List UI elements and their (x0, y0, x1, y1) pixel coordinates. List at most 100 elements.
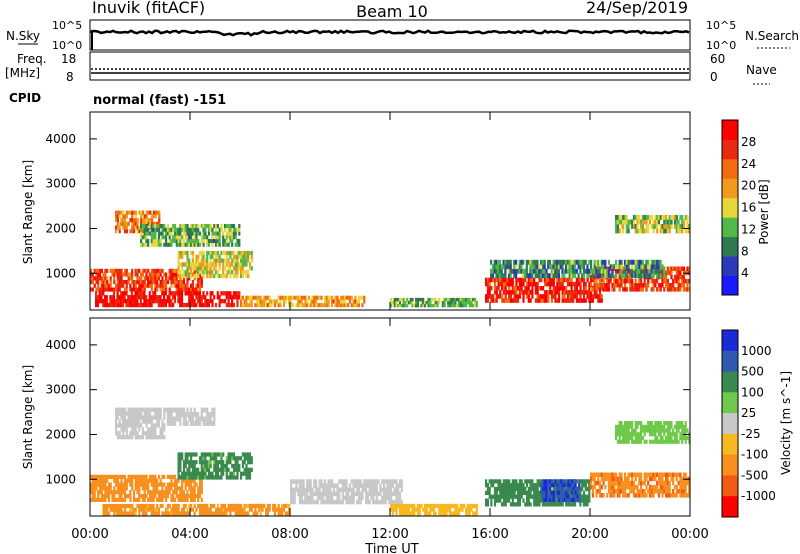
heatmap-cell (193, 494, 196, 499)
heatmap-cell (293, 499, 296, 505)
heatmap-cell (172, 416, 175, 422)
heatmap-cell (218, 231, 221, 236)
heatmap-cell (561, 483, 564, 488)
heatmap-cell (600, 493, 603, 498)
heatmap-cell (677, 228, 680, 234)
heatmap-cell (672, 432, 675, 437)
heatmap-cell (490, 286, 493, 291)
heatmap-cell (188, 287, 191, 292)
heatmap-cell (93, 482, 96, 487)
heatmap-cell (232, 452, 236, 457)
heatmap-cell (473, 303, 477, 308)
heatmap-cell (209, 463, 212, 469)
heatmap-cell (357, 491, 361, 497)
heatmap-cell (123, 272, 127, 277)
heatmap-cell (118, 276, 121, 281)
heatmap-cell (105, 302, 108, 308)
heatmap-cell (373, 479, 377, 484)
heatmap-cell (565, 497, 568, 502)
heatmap-cell (661, 439, 664, 444)
heatmap-cell (157, 423, 161, 428)
heatmap-cell (204, 452, 207, 457)
heatmap-cell (148, 231, 152, 236)
heatmap-cell (157, 231, 161, 236)
heatmap-cell (323, 487, 327, 492)
heatmap-cell (115, 407, 118, 412)
heatmap-cell (116, 299, 119, 304)
heatmap-cell (113, 268, 116, 273)
heatmap-cell (404, 511, 407, 516)
heatmap-cell (186, 235, 189, 240)
heatmap-cell (591, 268, 594, 274)
heatmap-cell (218, 295, 221, 300)
heatmap-cell (495, 479, 498, 484)
heatmap-cell (273, 511, 277, 516)
heatmap-cell (681, 278, 684, 284)
heatmap-cell (191, 283, 194, 288)
heatmap-cell (229, 227, 232, 232)
heatmap-cell (146, 299, 150, 304)
heatmap-cell (129, 431, 132, 436)
heatmap-cell (661, 472, 664, 477)
heatmap-cell (522, 483, 525, 488)
heatmap-cell (188, 242, 191, 247)
colorbar-swatch (722, 236, 738, 257)
heatmap-cell (445, 511, 448, 516)
heatmap-cell (574, 502, 577, 507)
heatmap-cell (231, 262, 234, 267)
heatmap-cell (304, 499, 307, 505)
heatmap-cell (120, 423, 123, 428)
heatmap-cell (586, 264, 589, 270)
heatmap-cell (115, 272, 118, 277)
heatmap-cell (238, 463, 241, 469)
heatmap-cell (98, 482, 102, 487)
heatmap-cell (240, 475, 243, 480)
heatmap-cell (549, 277, 552, 283)
heatmap-cell (565, 264, 568, 270)
heatmap-cell (240, 250, 243, 256)
heatmap-cell (517, 490, 520, 495)
heatmap-cell (186, 254, 189, 259)
heatmap-cell (220, 475, 223, 480)
heatmap-cell (386, 495, 389, 501)
heatmap-cell (220, 299, 223, 304)
heatmap-cell (666, 472, 669, 477)
heatmap-cell (179, 467, 182, 472)
heatmap-cell (93, 494, 96, 499)
heatmap-cell (186, 482, 189, 487)
heatmap-cell (620, 259, 623, 265)
heatmap-cell (136, 268, 139, 273)
heatmap-cell (581, 264, 584, 270)
heatmap-cell (150, 490, 153, 495)
heatmap-cell (209, 471, 212, 476)
heatmap-cell (142, 229, 145, 234)
heatmap-cell (186, 302, 189, 308)
heatmap-cell (161, 431, 164, 436)
heatmap-cell (618, 264, 621, 270)
heatmap-cell (536, 264, 539, 270)
heatmap-cell (206, 235, 209, 240)
heatmap-cell (578, 497, 581, 502)
heatmap-cell (666, 489, 669, 494)
heatmap-cell (625, 224, 628, 229)
heatmap-cell (282, 299, 286, 304)
heatmap-cell (686, 493, 689, 498)
heatmap-cell (154, 478, 157, 483)
heatmap-cell (116, 423, 119, 428)
heatmap-cell (190, 463, 193, 469)
heatmap-cell (218, 511, 221, 516)
heatmap-cell (240, 266, 243, 271)
heatmap-cell (104, 299, 107, 304)
heatmap-cell (272, 503, 275, 508)
heatmap-cell (182, 475, 186, 480)
heatmap-cell (656, 268, 659, 274)
heatmap-cell (215, 235, 218, 240)
heatmap-cell (309, 479, 312, 484)
heatmap-cell (118, 494, 121, 499)
heatmap-cell (245, 475, 248, 480)
heatmap-cell (504, 264, 507, 270)
heatmap-cell (202, 231, 205, 236)
heatmap-cell (118, 268, 121, 273)
heatmap-cell (116, 287, 119, 292)
nsearch-label: N.Search (745, 29, 799, 43)
